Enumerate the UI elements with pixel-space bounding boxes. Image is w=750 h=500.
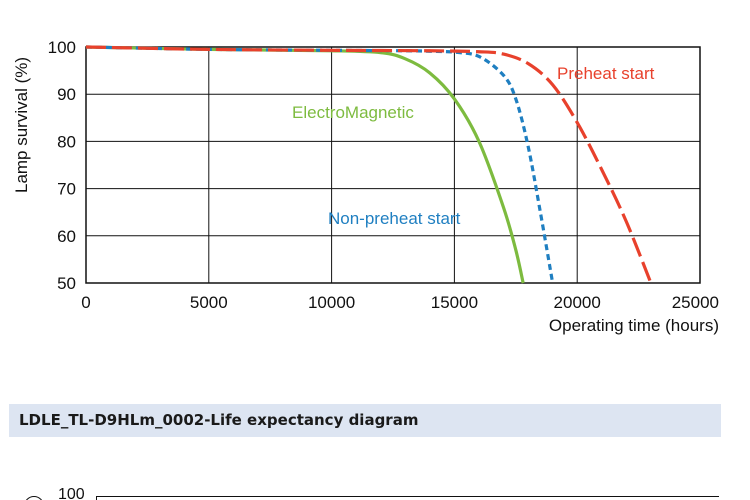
series-label-non-preheat: Non-preheat start bbox=[328, 209, 461, 228]
y-tick-label: 90 bbox=[57, 85, 76, 104]
y-axis-title: Lamp survival (%) bbox=[12, 57, 31, 193]
y-tick-label: 50 bbox=[57, 274, 76, 293]
plot-frame bbox=[85, 46, 701, 284]
next-chart-y-tick: 100 bbox=[58, 486, 85, 500]
series-line-non-preheat-start bbox=[85, 45, 555, 284]
caption-title: LDLE_TL-D9HLm_0002-Life expectancy diagr… bbox=[19, 411, 419, 429]
caption-bar: LDLE_TL-D9HLm_0002-Life expectancy diagr… bbox=[9, 404, 721, 437]
x-tick-label: 25000 bbox=[672, 293, 719, 312]
y-tick-label: 60 bbox=[57, 227, 76, 246]
axis-ticks: 0 5000 10000 15000 20000 25000 50 60 70 80 90 100 bbox=[48, 38, 719, 312]
x-tick-label: 10000 bbox=[308, 293, 355, 312]
x-tick-label: 15000 bbox=[431, 293, 478, 312]
chart-grid bbox=[85, 46, 701, 284]
x-axis-title: Operating time (hours) bbox=[549, 316, 719, 335]
next-chart-preview: 100 bbox=[0, 480, 750, 500]
series-lines bbox=[85, 45, 653, 284]
series-label-preheat: Preheat start bbox=[557, 64, 655, 83]
y-tick-label: 70 bbox=[57, 180, 76, 199]
x-tick-label: 0 bbox=[81, 293, 90, 312]
x-tick-label: 20000 bbox=[554, 293, 601, 312]
next-chart-frame bbox=[96, 496, 719, 500]
y-tick-label: 100 bbox=[48, 38, 76, 57]
series-line-electromagnetic bbox=[85, 45, 525, 284]
y-tick-label: 80 bbox=[57, 132, 76, 151]
life-expectancy-chart: 0 5000 10000 15000 20000 25000 50 60 70 80 90 100 O… bbox=[12, 38, 719, 335]
series-label-electromagnetic: ElectroMagnetic bbox=[292, 103, 414, 122]
next-chart-axis-icon bbox=[24, 496, 44, 500]
series-line-preheat-start bbox=[85, 45, 653, 284]
x-tick-label: 5000 bbox=[190, 293, 228, 312]
